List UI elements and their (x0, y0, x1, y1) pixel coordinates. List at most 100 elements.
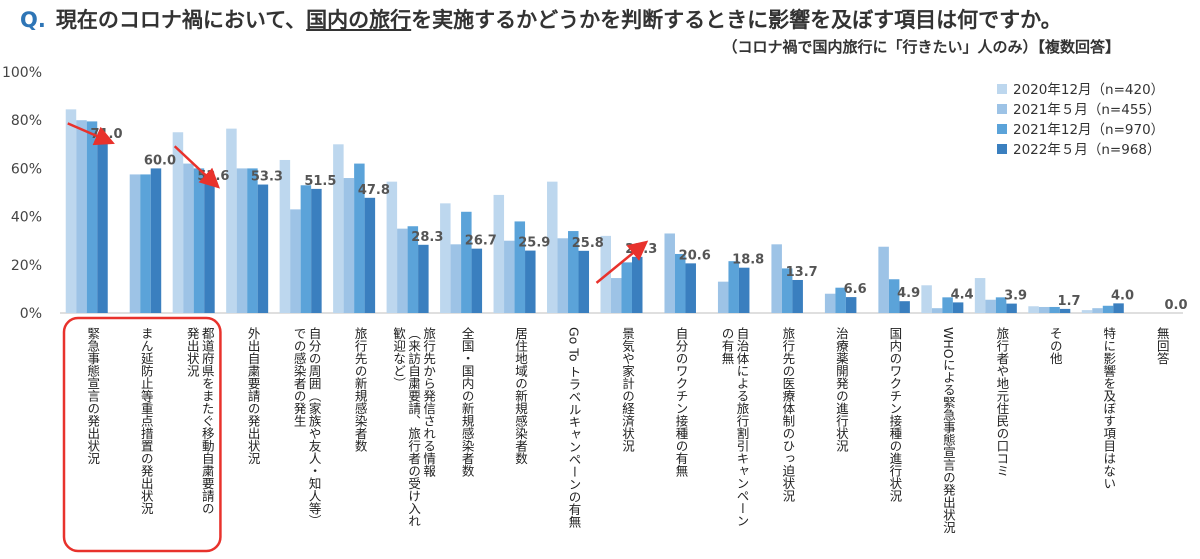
data-label: 18.8 (732, 253, 764, 268)
y-tick-label: 20% (11, 258, 42, 274)
data-label: 6.6 (844, 282, 867, 297)
bar (728, 261, 739, 313)
data-label: 25.9 (518, 236, 550, 251)
bar (845, 297, 857, 313)
bar (290, 209, 301, 313)
bar (204, 183, 215, 313)
bar (952, 302, 964, 313)
category-label: 歓迎など） (391, 327, 406, 390)
bar (888, 279, 900, 313)
bar (65, 109, 77, 313)
bar (193, 168, 205, 313)
bar (172, 132, 184, 313)
data-label: 60.0 (144, 153, 176, 168)
category-label: 自分のワクチン接種の有無 (673, 327, 688, 478)
bar (183, 163, 194, 313)
bar (942, 297, 953, 313)
legend-label: 2021年５月（n=455） (1013, 102, 1161, 118)
bar (525, 250, 536, 313)
bar (471, 248, 483, 313)
title-post: を実施するかどうかを判断するときに影響を及ぼす項目は何ですか。 (411, 8, 1062, 32)
data-label: 4.0 (1111, 288, 1134, 303)
bar (931, 308, 943, 313)
legend-swatch (997, 84, 1007, 94)
bar (76, 120, 87, 313)
bars (65, 109, 1124, 313)
bar (86, 121, 98, 313)
bar (899, 301, 910, 313)
category-label: 自分の周囲（家族や友人・知人等） (307, 327, 322, 527)
bar (300, 185, 312, 313)
category-label: 国内のワクチン接種の進行状況 (887, 327, 902, 502)
data-label: 53.3 (251, 170, 283, 185)
category-label: 居住地域の新規感染者数 (513, 327, 528, 465)
bar (257, 184, 269, 313)
question-marker: Q. (20, 8, 46, 32)
category-label: WHOによる緊急事態宣言の発出状況 (941, 327, 956, 534)
bar (835, 287, 846, 313)
bar (781, 268, 793, 313)
bar (1081, 310, 1093, 313)
category-label: 旅行者や地元住民の口コミ (994, 327, 1009, 477)
bar (343, 178, 355, 313)
bar (493, 194, 505, 313)
category-label: 特に影響を及ぼす項目はない (1101, 326, 1116, 490)
bar (333, 144, 344, 313)
bar (236, 168, 248, 313)
bar (1059, 308, 1071, 313)
bar (247, 168, 258, 313)
category-label: 無回答 (1155, 326, 1170, 365)
bar (514, 221, 526, 313)
category-label: 外出自粛要請の発出状況 (246, 327, 261, 465)
category-label: （来訪自粛要請、旅行者の受け入れ (406, 327, 421, 527)
category-labels: 緊急事態宣言の発出状況 まん延防止等重点措置の発出状況 都道府県をまたぐ移動自粛要請… (85, 326, 1170, 534)
y-tick-label: 60% (11, 161, 42, 177)
data-label: 3.9 (1004, 289, 1027, 304)
bar (1113, 303, 1124, 313)
category-label: 旅行先から発信される情報 (421, 327, 436, 478)
y-tick-label: 40% (11, 210, 42, 226)
data-label: 4.9 (897, 286, 920, 301)
data-label: 47.8 (358, 183, 390, 198)
title-pre: 現在のコロナ禍において、 (55, 8, 307, 32)
category-label: 発出状況 (185, 327, 200, 377)
data-label: 28.3 (411, 230, 443, 245)
bar (364, 197, 376, 313)
bar (386, 181, 398, 313)
bar (1028, 306, 1039, 313)
trend-arrow (595, 240, 649, 284)
bar (921, 285, 932, 313)
bar (621, 262, 632, 313)
chart-title: Q. 現在のコロナ禍において、国内の旅行を実施するかどうかを判断するときに影響を及… (20, 4, 1062, 34)
category-label: の有無 (719, 327, 734, 365)
title-underlined: 国内の旅行 (306, 8, 412, 32)
legend-label: 2022年５月（n=968） (1013, 142, 1161, 158)
bar (557, 238, 569, 313)
bar (418, 244, 429, 313)
bar (1006, 303, 1017, 313)
bar (1092, 308, 1103, 313)
bar (878, 246, 889, 313)
legend-label: 2020年12月（n=420） (1013, 82, 1164, 98)
legend-swatch (997, 104, 1007, 114)
bar (824, 293, 836, 313)
bar (1102, 305, 1114, 313)
data-label: 25.8 (572, 236, 604, 251)
bar (97, 141, 108, 313)
bar (450, 244, 462, 313)
bar (226, 128, 237, 313)
legend-swatch (997, 144, 1007, 154)
y-tick-label: 100% (2, 65, 42, 81)
trend-arrow (67, 122, 115, 146)
category-label: 旅行先の医療体制のひっ迫状況 (780, 327, 795, 502)
y-tick-label: 0% (20, 306, 42, 322)
bar (792, 279, 803, 313)
bar (771, 244, 782, 313)
legend-label: 2021年12月（n=970） (1013, 122, 1164, 138)
category-label: 自治体による旅行割引キャンペーン (734, 327, 749, 527)
bar (632, 256, 643, 313)
bar (974, 278, 986, 313)
bar (311, 188, 322, 313)
category-label: 景気や家計の経済状況 (620, 327, 635, 452)
